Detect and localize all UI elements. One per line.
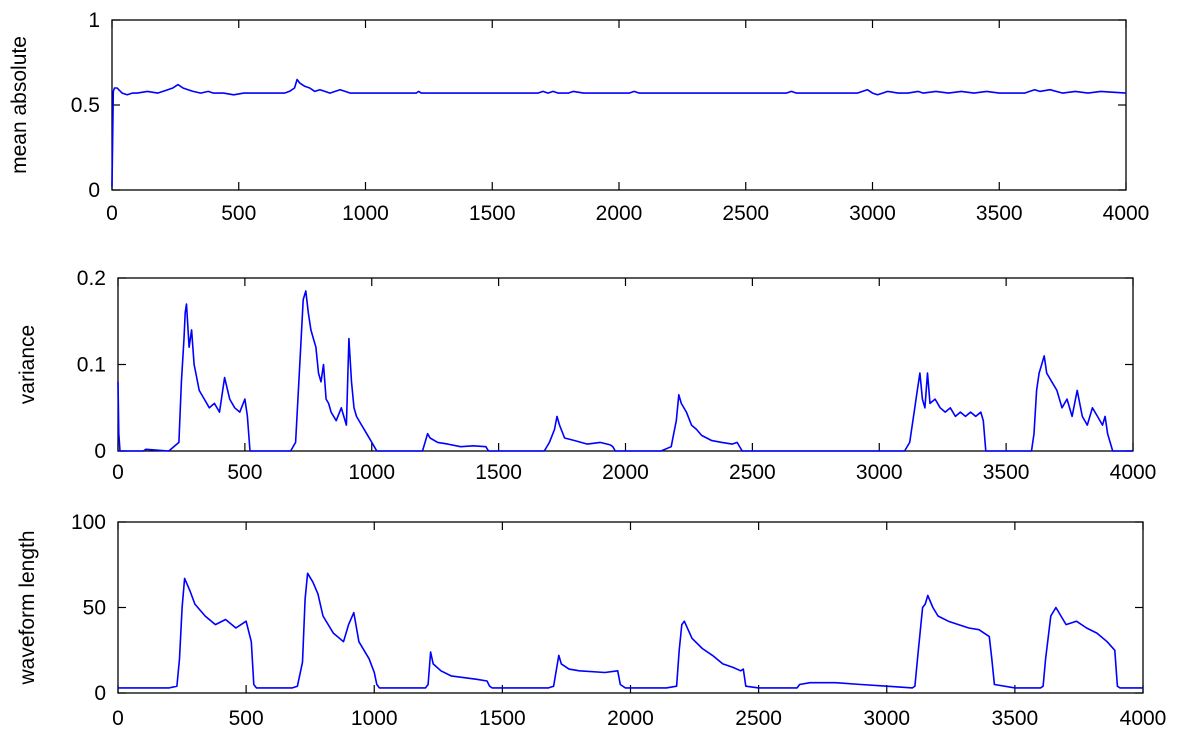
- y-tick-label: 100: [71, 511, 106, 534]
- x-tick-label: 1000: [348, 461, 395, 484]
- y-axis-label: variance: [16, 325, 39, 404]
- x-tick-label: 3000: [856, 461, 903, 484]
- y-tick-label: 1: [88, 9, 100, 32]
- x-tick-label: 0: [106, 202, 118, 225]
- x-tick-label: 2000: [607, 707, 654, 730]
- x-tick-label: 2500: [735, 707, 782, 730]
- series-line: [118, 572, 1143, 689]
- series-line: [117, 290, 1133, 452]
- x-tick-label: 500: [229, 707, 264, 730]
- x-tick-label: 1500: [479, 707, 526, 730]
- x-tick-label: 0: [112, 707, 124, 730]
- x-tick-label: 3500: [976, 202, 1023, 225]
- x-tick-label: 3500: [992, 707, 1039, 730]
- y-tick-label: 0: [94, 440, 106, 463]
- y-axis-label: waveform length: [16, 530, 39, 685]
- x-tick-label: 0: [112, 461, 124, 484]
- y-tick-label: 0.1: [77, 354, 106, 377]
- x-tick-label: 2000: [596, 202, 643, 225]
- y-tick-label: 0.5: [71, 94, 100, 117]
- chart-panel-1: 0 500 1000 1500 2000 2500 3000 3500 4000 0 0.5 1 mea…: [8, 9, 1149, 225]
- x-tick-label: 2500: [729, 461, 776, 484]
- y-tick-label: 50: [83, 597, 106, 620]
- y-tick-label: 0.2: [77, 267, 106, 290]
- plot-area: [117, 521, 1144, 694]
- x-tick-label: 1500: [469, 202, 516, 225]
- x-tick-label: 500: [221, 202, 256, 225]
- x-tick-label: 2000: [602, 461, 649, 484]
- x-tick-label: 2500: [722, 202, 769, 225]
- x-tick-label: 4000: [1110, 461, 1157, 484]
- chart-panel-3: 0 500 1000 1500 2000 2500 3000 3500 4000 0 50 100 wa…: [16, 511, 1166, 730]
- series-line: [111, 78, 1127, 187]
- y-tick-label: 0: [88, 179, 100, 202]
- plot-area: [111, 19, 1127, 191]
- x-tick-label: 500: [227, 461, 262, 484]
- x-tick-label: 3500: [983, 461, 1030, 484]
- x-tick-label: 3000: [849, 202, 896, 225]
- plot-area: [117, 277, 1134, 452]
- x-tick-label: 4000: [1120, 707, 1167, 730]
- x-tick-label: 4000: [1103, 202, 1150, 225]
- x-tick-label: 1500: [475, 461, 522, 484]
- x-tick-label: 1000: [351, 707, 398, 730]
- y-axis-label: mean absolute: [8, 36, 31, 174]
- x-tick-label: 1000: [342, 202, 389, 225]
- chart-panel-2: 0 500 1000 1500 2000 2500 3000 3500 4000 0 0.1 0.2 v…: [16, 267, 1156, 484]
- x-tick-label: 3000: [863, 707, 910, 730]
- y-tick-label: 0: [94, 682, 106, 705]
